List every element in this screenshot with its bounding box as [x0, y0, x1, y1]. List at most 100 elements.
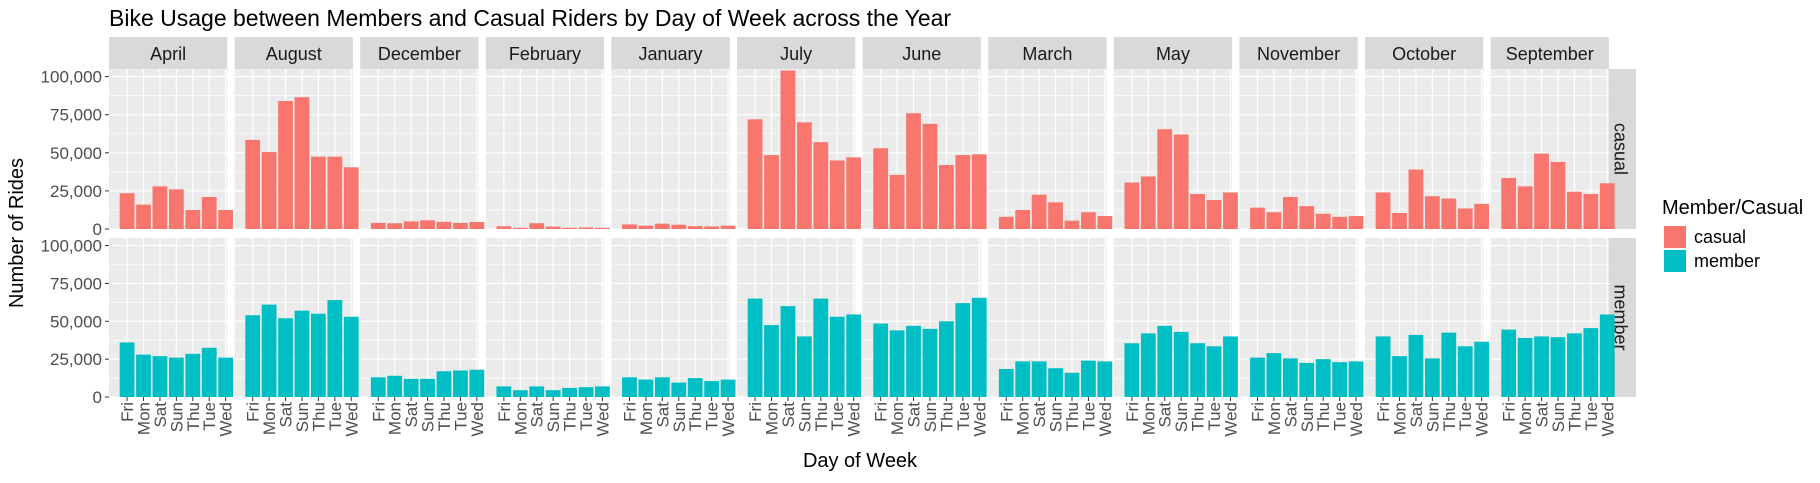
bar-member-november-fri [1250, 357, 1265, 397]
bar-member-april-fri [119, 342, 135, 397]
bar-member-december-thu [436, 371, 452, 397]
bar-casual-september-wed [1599, 183, 1615, 229]
x-tick-label: Thu [561, 402, 580, 431]
x-tick-label: Sun [1047, 402, 1066, 432]
bar-casual-march-fri [998, 216, 1014, 229]
bar-member-march-fri [998, 368, 1014, 397]
bar-casual-april-tue [201, 197, 217, 229]
bar-member-april-sun [168, 357, 184, 397]
bar-member-may-fri [1124, 343, 1140, 397]
bar-member-april-thu [185, 353, 201, 397]
x-tick-label: Fri [495, 402, 514, 422]
x-tick-label: Mon [511, 402, 530, 435]
x-tick-label: Sat [151, 402, 170, 428]
bar-casual-october-sun [1424, 196, 1440, 229]
bar-casual-january-thu [687, 226, 703, 229]
bar-casual-january-tue [704, 226, 720, 229]
x-tick-label: Sun [1298, 402, 1317, 432]
bar-member-november-wed [1348, 361, 1364, 397]
bar-member-july-sun [796, 336, 812, 397]
y-tick-label: 75,000 [50, 106, 102, 125]
bar-casual-october-wed [1474, 203, 1490, 229]
bar-casual-june-thu [939, 165, 954, 229]
y-tick-label: 100,000 [41, 237, 102, 256]
y-tick-label: 0 [93, 220, 102, 239]
bar-member-february-wed [595, 386, 610, 397]
bar-casual-april-thu [185, 209, 201, 229]
x-tick-label: Sat [1281, 402, 1300, 428]
bar-casual-september-sat [1534, 153, 1549, 229]
bar-casual-october-mon [1392, 213, 1407, 229]
x-tick-label: Mon [386, 402, 405, 435]
facet-label-february: February [509, 44, 581, 64]
bar-casual-august-mon [261, 152, 277, 229]
y-tick-label: 75,000 [50, 274, 102, 293]
bar-casual-january-wed [720, 225, 736, 229]
bar-casual-october-fri [1375, 192, 1391, 229]
bar-casual-january-mon [638, 225, 654, 229]
bar-casual-november-thu [1315, 213, 1331, 229]
bar-member-may-wed [1223, 336, 1238, 397]
bar-member-april-tue [201, 347, 217, 397]
bar-member-january-tue [704, 381, 720, 397]
bar-member-march-sun [1048, 368, 1063, 397]
bar-casual-january-sun [671, 224, 687, 229]
bar-member-january-fri [622, 377, 637, 397]
bar-member-july-tue [829, 316, 845, 397]
x-tick-label: Fri [1500, 402, 1519, 422]
bar-member-july-fri [747, 298, 763, 397]
bar-casual-april-mon [136, 204, 151, 229]
x-tick-label: Fri [1374, 402, 1393, 422]
x-tick-label: Sat [1156, 402, 1175, 428]
y-tick-label: 50,000 [50, 312, 102, 331]
bar-member-april-sat [152, 356, 168, 397]
bar-casual-november-wed [1348, 216, 1364, 229]
x-tick-label: Wed [217, 402, 236, 437]
x-tick-label: Thu [435, 402, 454, 431]
y-tick-label: 0 [93, 388, 102, 407]
legend-label-member: member [1694, 251, 1760, 271]
bar-casual-april-sun [168, 189, 184, 229]
x-tick-label: Sun [167, 402, 186, 432]
bar-member-september-sat [1534, 336, 1549, 397]
bar-casual-september-thu [1567, 191, 1582, 229]
x-tick-label: Mon [763, 402, 782, 435]
bar-casual-september-tue [1583, 193, 1599, 229]
bar-casual-november-mon [1266, 212, 1282, 229]
bar-member-september-mon [1517, 337, 1533, 397]
x-tick-label: Sun [419, 402, 438, 432]
bar-member-january-wed [720, 379, 736, 397]
x-tick-label: Sun [1172, 402, 1191, 432]
x-tick-label: Tue [1079, 402, 1098, 431]
bar-casual-august-thu [311, 156, 326, 229]
bar-casual-december-mon [387, 223, 403, 229]
bar-member-october-fri [1375, 336, 1391, 397]
bar-casual-november-fri [1250, 207, 1265, 229]
bar-casual-december-fri [370, 222, 386, 229]
bar-casual-june-tue [955, 155, 971, 229]
bar-member-october-wed [1474, 341, 1490, 397]
bar-member-october-sun [1424, 358, 1440, 397]
bar-casual-april-fri [119, 193, 135, 229]
x-tick-label: Thu [1314, 402, 1333, 431]
bar-casual-december-tue [453, 222, 468, 229]
x-tick-label: Thu [1565, 402, 1584, 431]
bar-member-september-thu [1567, 333, 1582, 397]
bar-member-august-tue [327, 300, 343, 397]
bar-casual-august-sat [278, 101, 293, 229]
row-label-casual: casual [1611, 123, 1631, 175]
x-tick-label: Tue [828, 402, 847, 431]
facet-label-december: December [378, 44, 461, 64]
bar-member-august-wed [343, 316, 359, 397]
bar-member-february-mon [512, 390, 528, 397]
bar-member-november-thu [1315, 359, 1331, 397]
x-tick-label: Sun [795, 402, 814, 432]
facet-strip-october [1365, 37, 1484, 69]
bar-member-may-mon [1140, 333, 1156, 397]
bar-member-october-thu [1441, 332, 1457, 397]
bar-member-june-sat [906, 325, 921, 397]
bar-casual-october-sat [1408, 169, 1424, 229]
bar-casual-february-wed [595, 227, 610, 229]
